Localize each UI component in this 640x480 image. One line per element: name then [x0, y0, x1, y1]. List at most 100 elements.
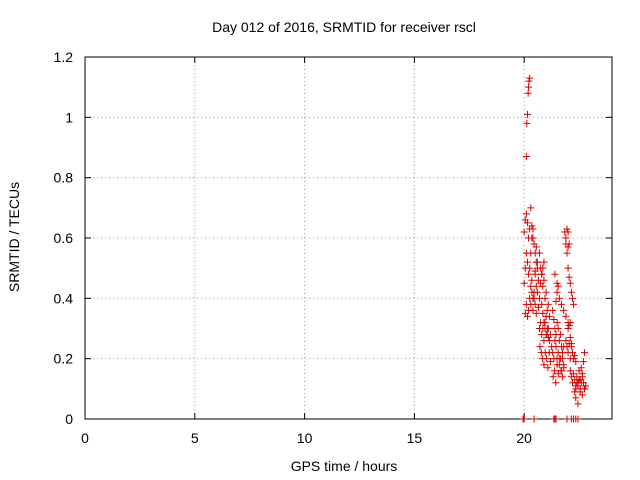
x-axis-label: GPS time / hours — [291, 458, 398, 474]
data-point — [558, 373, 566, 381]
data-point — [554, 282, 562, 290]
data-point — [529, 225, 537, 233]
x-tick-label: 15 — [407, 430, 423, 446]
data-point — [577, 364, 585, 372]
data-point — [565, 321, 573, 329]
data-point — [537, 279, 545, 287]
data-point — [567, 340, 575, 348]
data-point — [547, 358, 555, 366]
data-point — [539, 309, 547, 317]
data-point — [572, 394, 580, 402]
axes: 0 5 10 15 20 0 0.2 0.4 0.6 0.8 1 1.2 — [54, 49, 613, 446]
data-point — [530, 415, 538, 423]
data-point — [565, 240, 573, 248]
data-point — [549, 373, 557, 381]
data-point — [560, 306, 568, 314]
data-point — [544, 300, 552, 308]
data-point — [570, 370, 578, 378]
data-point — [543, 355, 551, 363]
data-point — [523, 312, 531, 320]
y-tick-label: 0.2 — [54, 351, 74, 367]
data-point — [532, 309, 540, 317]
data-point — [540, 276, 548, 284]
data-point — [553, 279, 561, 287]
data-point — [574, 400, 582, 408]
x-tick-label: 5 — [191, 430, 199, 446]
data-point — [568, 294, 576, 302]
data-point — [562, 337, 570, 345]
data-point — [553, 361, 561, 369]
data-point — [542, 288, 550, 296]
data-point — [564, 325, 572, 332]
data-point — [520, 228, 528, 236]
data-point — [544, 325, 552, 332]
data-point — [562, 234, 570, 242]
data-point — [574, 415, 582, 423]
data-point — [522, 153, 530, 161]
data-point — [544, 364, 552, 372]
grid — [85, 57, 612, 419]
data-point — [553, 318, 561, 326]
data-point — [567, 288, 575, 296]
plot-frame — [84, 56, 613, 420]
data-points — [519, 74, 590, 423]
data-point — [560, 364, 568, 372]
data-point — [523, 119, 531, 127]
data-point — [552, 297, 560, 305]
data-point — [563, 249, 571, 257]
data-point — [550, 367, 558, 375]
y-axis-label: SRMTID / TECUs — [6, 182, 22, 292]
data-point — [552, 415, 560, 423]
data-point — [542, 312, 550, 320]
data-point — [570, 300, 578, 308]
data-point — [563, 225, 571, 233]
data-point — [566, 334, 574, 342]
data-point — [523, 110, 531, 118]
data-point — [552, 379, 560, 387]
data-point — [527, 249, 535, 257]
data-point — [520, 415, 528, 423]
data-point — [525, 270, 533, 278]
data-point — [533, 288, 541, 296]
y-tick-label: 0.4 — [54, 290, 74, 306]
data-point — [540, 318, 548, 326]
data-point — [565, 273, 573, 281]
data-point — [562, 312, 570, 320]
y-tick-label: 1 — [65, 109, 73, 125]
data-point — [566, 318, 574, 326]
data-point — [528, 234, 536, 242]
data-point — [523, 258, 531, 266]
data-point — [522, 210, 530, 218]
data-point — [536, 249, 544, 257]
data-point — [554, 325, 562, 332]
data-point — [582, 382, 590, 390]
data-point — [520, 279, 528, 287]
data-point — [524, 89, 532, 97]
data-point — [581, 385, 589, 393]
data-point — [536, 343, 544, 351]
data-point — [528, 276, 536, 284]
data-point — [541, 294, 549, 302]
data-point — [564, 243, 572, 251]
data-point — [564, 228, 572, 236]
data-point — [571, 352, 579, 360]
data-point — [578, 373, 586, 381]
data-point — [527, 204, 535, 212]
data-point — [532, 243, 540, 251]
x-tick-label: 10 — [297, 430, 313, 446]
y-tick-label: 0.8 — [54, 170, 74, 186]
y-tick-label: 0.6 — [54, 230, 74, 246]
data-point — [528, 222, 536, 230]
data-point — [523, 219, 531, 227]
data-point — [572, 358, 580, 366]
y-tick-label: 1.2 — [54, 49, 74, 65]
data-point — [579, 358, 587, 366]
data-point — [538, 270, 546, 278]
data-point — [529, 306, 537, 314]
chart-title: Day 012 of 2016, SRMTID for receiver rsc… — [212, 19, 476, 35]
data-point — [526, 74, 534, 82]
data-point — [525, 83, 533, 91]
data-point — [555, 294, 563, 302]
data-point — [534, 303, 542, 311]
